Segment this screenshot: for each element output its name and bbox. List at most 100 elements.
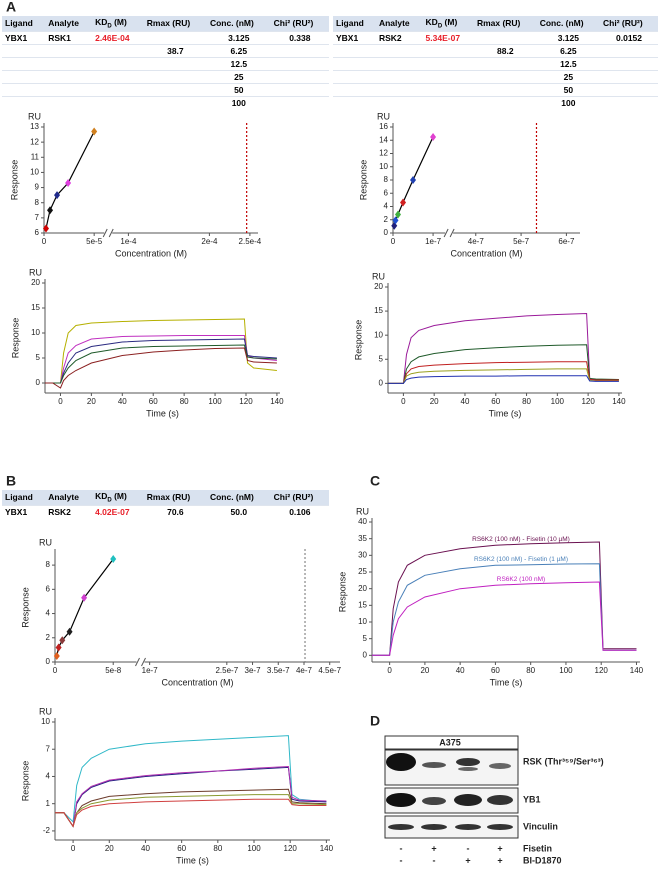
panel-label: D: [370, 713, 380, 729]
data-point: [81, 593, 88, 602]
table-cell: [2, 56, 46, 71]
y-axis-title: Response: [337, 572, 347, 613]
column-header: Conc. (nM): [206, 490, 271, 506]
x-tick-label: 120: [581, 397, 595, 406]
x-tick-label: 0: [42, 237, 47, 246]
x-tick-label: 1e-4: [120, 237, 137, 246]
y-tick-label: 10: [31, 328, 40, 337]
band: [455, 824, 481, 830]
band: [386, 753, 416, 771]
y-tick-label: 0: [36, 378, 41, 387]
unit-label: RU: [356, 506, 369, 516]
sensorgram-line: [55, 735, 327, 823]
sensorgram-line: [55, 766, 327, 828]
column-header: Conc. (nM): [536, 16, 601, 32]
header-subscript: D: [107, 497, 112, 504]
column-header: KDD (M): [92, 490, 144, 506]
table-row: 100: [2, 95, 329, 109]
data-point: [91, 127, 98, 136]
table-cell: [333, 43, 376, 58]
table-row: 50: [2, 82, 329, 97]
table-cell: [333, 82, 376, 97]
table-row: YBX1 RSK2 5.34E-07 3.125 0.0152: [333, 30, 658, 45]
header-text: (M): [442, 17, 458, 27]
table-cell: [143, 69, 207, 84]
table-cell: [92, 43, 144, 58]
x-tick-label: 1e-7: [142, 666, 159, 675]
y-tick-label: 35: [358, 534, 367, 543]
table-cell: 0.0152: [600, 30, 658, 45]
x-tick-label: 5e-8: [105, 666, 122, 675]
axis-break: [108, 228, 114, 238]
y-tick-label: 8: [35, 198, 40, 207]
y-tick-label: 10: [358, 617, 367, 626]
band: [386, 793, 416, 807]
fit-line: [45, 131, 95, 229]
y-tick-label: 20: [358, 584, 367, 593]
data-point: [65, 179, 72, 188]
sensorgram-line: [45, 338, 277, 384]
y-tick-label: 5: [363, 634, 368, 643]
y-tick-label: 0: [363, 650, 368, 659]
y-tick-label: 4: [46, 609, 51, 618]
y-tick-label: 15: [31, 303, 40, 312]
y-tick-label: 2: [46, 633, 51, 642]
x-tick-label: 60: [177, 844, 186, 853]
treatment-sign: -: [400, 843, 403, 853]
band: [421, 824, 447, 830]
sensorgram-line: [388, 344, 619, 384]
table-row: 12.5: [2, 56, 329, 71]
treatment-sign: +: [465, 855, 470, 865]
x-tick-label: 140: [612, 397, 626, 406]
sensorgram-line: [45, 344, 277, 384]
y-tick-label: -2: [43, 826, 51, 835]
y-tick-label: 0: [379, 378, 384, 387]
x-tick-label: 120: [239, 397, 253, 406]
y-tick-label: 6: [384, 188, 389, 197]
axis-break: [443, 228, 449, 238]
table-cell: RSK2: [375, 30, 423, 45]
x-tick-label: 0: [53, 666, 58, 675]
data-point: [110, 555, 117, 564]
table-cell: [45, 69, 93, 84]
x-tick-label: 0: [391, 237, 396, 246]
x-tick-label: 20: [420, 666, 429, 675]
unit-label: RU: [28, 111, 41, 121]
y-tick-label: 10: [379, 162, 388, 171]
unit-label: RU: [39, 537, 52, 547]
header-row: Ligand Analyte KDD (M) Rmax (RU) Conc. (nM) C…: [333, 16, 658, 32]
y-tick-label: 20: [31, 278, 40, 287]
table-cell: [473, 95, 537, 109]
data-point: [59, 636, 66, 645]
x-tick-label: 1e-7: [425, 237, 442, 246]
table-cell: [92, 69, 144, 84]
y-tick-label: 5: [36, 353, 41, 362]
table-cell: YBX1: [2, 30, 46, 45]
table-cell: 50: [206, 82, 271, 97]
x-tick-label: 140: [630, 666, 644, 675]
x-axis-title: Concentration (M): [115, 248, 187, 258]
table-cell: 5.34E-07: [422, 30, 474, 45]
treatment-sign: +: [431, 843, 436, 853]
blot-frame: [384, 815, 519, 839]
header-subscript: D: [437, 23, 443, 30]
column-header: Rmax (RU): [473, 16, 537, 32]
data-point: [66, 627, 73, 636]
x-tick-label: 2e-4: [201, 237, 218, 246]
header-text: (M): [111, 491, 127, 501]
table-cell: [333, 69, 376, 84]
western-blot: A375 RSK (Thr³⁵⁹/Ser³⁶³) YB1 Vinculin: [384, 735, 604, 839]
blot-title: A375: [439, 737, 461, 747]
table-cell: [422, 82, 474, 97]
x-tick-label: 0: [58, 397, 63, 406]
table-cell: [92, 95, 144, 109]
table-cell: 100: [206, 95, 271, 109]
band: [454, 794, 482, 806]
y-tick-label: 4: [384, 202, 389, 211]
x-tick-label: 100: [551, 397, 565, 406]
y-tick-label: 8: [384, 175, 389, 184]
header-text: (M): [111, 17, 127, 27]
table-cell: 4.02E-07: [92, 504, 144, 518]
table-cell: 6.25: [536, 43, 601, 58]
y-tick-label: 10: [41, 717, 50, 726]
